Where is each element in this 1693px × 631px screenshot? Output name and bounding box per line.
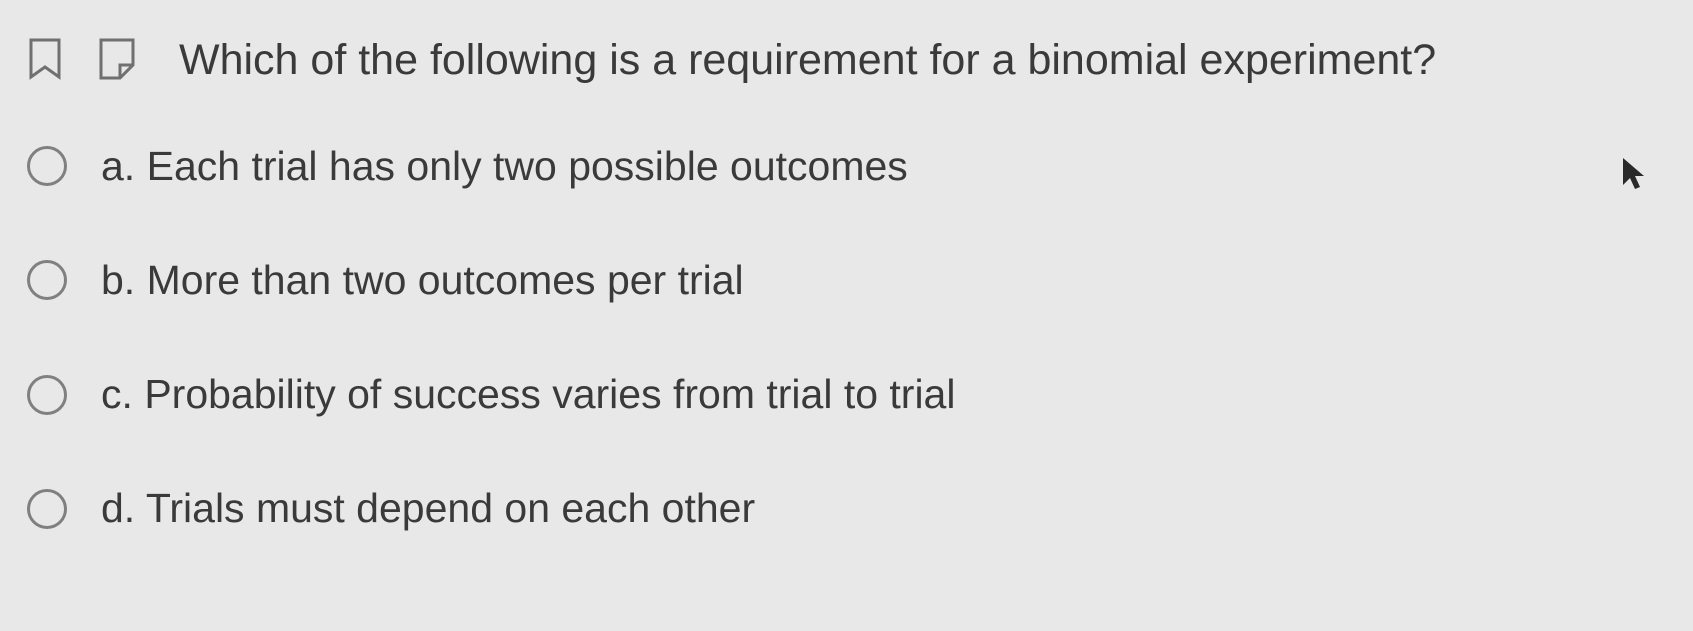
radio-c[interactable] bbox=[27, 375, 67, 415]
question-header: Which of the following is a requirement … bbox=[25, 35, 1668, 87]
option-a-label: a. Each trial has only two possible outc… bbox=[101, 142, 908, 191]
question-text: Which of the following is a requirement … bbox=[179, 35, 1436, 87]
option-letter: b. bbox=[101, 257, 135, 303]
option-d-label: d. Trials must depend on each other bbox=[101, 484, 755, 533]
option-c-label: c. Probability of success varies from tr… bbox=[101, 370, 955, 419]
option-body: Probability of success varies from trial… bbox=[144, 371, 955, 417]
option-letter: d. bbox=[101, 485, 135, 531]
option-b[interactable]: b. More than two outcomes per trial bbox=[25, 256, 1668, 305]
option-a[interactable]: a. Each trial has only two possible outc… bbox=[25, 142, 1668, 191]
radio-a[interactable] bbox=[27, 146, 67, 186]
option-body: More than two outcomes per trial bbox=[147, 257, 744, 303]
option-body: Trials must depend on each other bbox=[146, 485, 755, 531]
option-letter: a. bbox=[101, 143, 135, 189]
radio-d[interactable] bbox=[27, 489, 67, 529]
option-c[interactable]: c. Probability of success varies from tr… bbox=[25, 370, 1668, 419]
option-body: Each trial has only two possible outcome… bbox=[147, 143, 908, 189]
note-icon[interactable] bbox=[97, 35, 137, 83]
bookmark-icon[interactable] bbox=[25, 35, 65, 83]
option-b-label: b. More than two outcomes per trial bbox=[101, 256, 744, 305]
option-letter: c. bbox=[101, 371, 133, 417]
radio-b[interactable] bbox=[27, 260, 67, 300]
cursor-icon bbox=[1620, 155, 1648, 198]
option-d[interactable]: d. Trials must depend on each other bbox=[25, 484, 1668, 533]
